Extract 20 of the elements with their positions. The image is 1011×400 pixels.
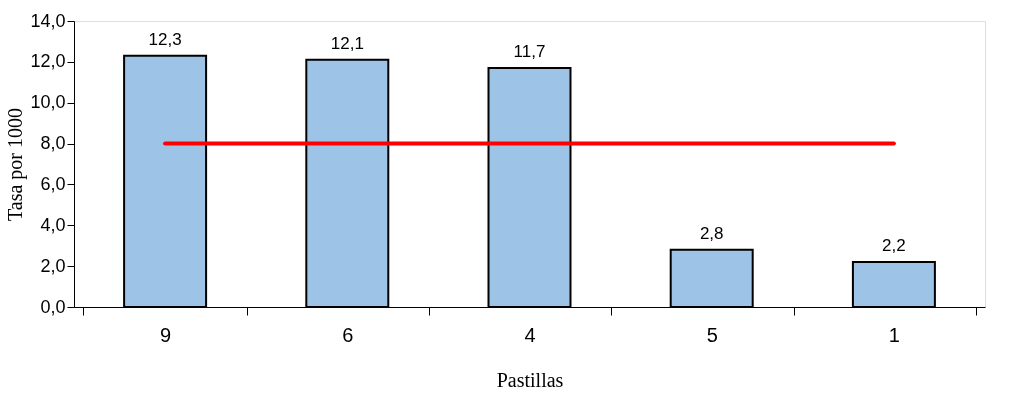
x-tick-label: 9 [160, 323, 172, 346]
data-label: 2,2 [882, 236, 906, 256]
data-label: 12,3 [148, 29, 182, 49]
data-label: 12,1 [330, 33, 364, 53]
x-tick-label: 1 [888, 323, 900, 346]
x-tick-label: 6 [342, 323, 354, 346]
y-tick-label: 14,0 [30, 10, 66, 31]
y-tick-label: 6,0 [40, 173, 66, 194]
data-label: 11,7 [513, 41, 546, 61]
y-tick-label: 2,0 [40, 255, 66, 276]
x-axis-title: Pastillas [496, 368, 564, 391]
x-tick-label: 5 [706, 323, 718, 346]
y-tick-label: 12,0 [30, 51, 66, 72]
x-tick-label: 4 [524, 323, 536, 346]
y-tick-label: 0,0 [40, 296, 66, 317]
y-axis-title: Tasa por 1000 [4, 107, 28, 222]
y-tick-label: 4,0 [40, 214, 66, 235]
y-tick-label: 10,0 [30, 92, 66, 113]
y-tick-label: 8,0 [40, 133, 66, 154]
data-label: 2,8 [699, 223, 724, 243]
